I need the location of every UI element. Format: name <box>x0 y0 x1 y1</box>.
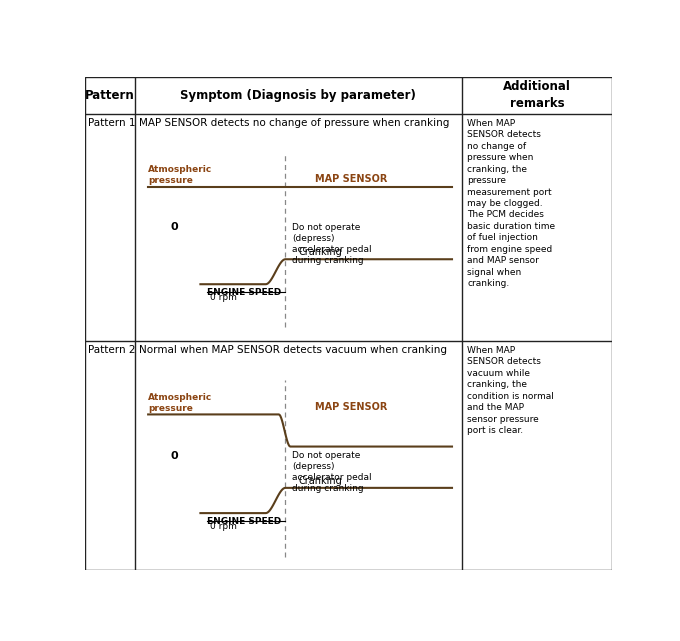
Text: 0: 0 <box>171 222 178 233</box>
Text: MAP SENSOR detects no change of pressure when cranking: MAP SENSOR detects no change of pressure… <box>139 118 449 128</box>
Text: Normal when MAP SENSOR detects vacuum when cranking: Normal when MAP SENSOR detects vacuum wh… <box>139 345 447 355</box>
Text: Cranking: Cranking <box>299 476 342 486</box>
Text: When MAP
SENSOR detects
no change of
pressure when
cranking, the
pressure
measur: When MAP SENSOR detects no change of pre… <box>467 119 555 288</box>
Text: ENGINE SPEED: ENGINE SPEED <box>207 517 282 526</box>
Text: ENGINE SPEED: ENGINE SPEED <box>207 288 282 297</box>
Text: Cranking: Cranking <box>299 247 342 257</box>
Text: Atmospheric
pressure: Atmospheric pressure <box>148 393 212 413</box>
Text: Pattern 2: Pattern 2 <box>88 345 135 355</box>
Text: Do not operate
(depress)
accelerator pedal
during cranking: Do not operate (depress) accelerator ped… <box>292 223 371 265</box>
Text: Atmospheric
pressure: Atmospheric pressure <box>148 165 212 185</box>
Text: MAP SENSOR: MAP SENSOR <box>315 402 387 412</box>
Text: MAP SENSOR: MAP SENSOR <box>315 174 387 185</box>
Text: 0 rpm: 0 rpm <box>210 522 237 531</box>
Text: When MAP
SENSOR detects
vacuum while
cranking, the
condition is normal
and the M: When MAP SENSOR detects vacuum while cra… <box>467 346 554 435</box>
Text: Symptom (Diagnosis by parameter): Symptom (Diagnosis by parameter) <box>180 89 416 102</box>
Text: 0: 0 <box>171 451 178 461</box>
Text: Additional
remarks: Additional remarks <box>503 80 571 110</box>
Text: Pattern: Pattern <box>85 89 135 102</box>
Text: Do not operate
(depress)
accelerator pedal
during cranking: Do not operate (depress) accelerator ped… <box>292 451 371 494</box>
Text: 0 rpm: 0 rpm <box>210 294 237 303</box>
Text: Pattern 1: Pattern 1 <box>88 118 135 128</box>
